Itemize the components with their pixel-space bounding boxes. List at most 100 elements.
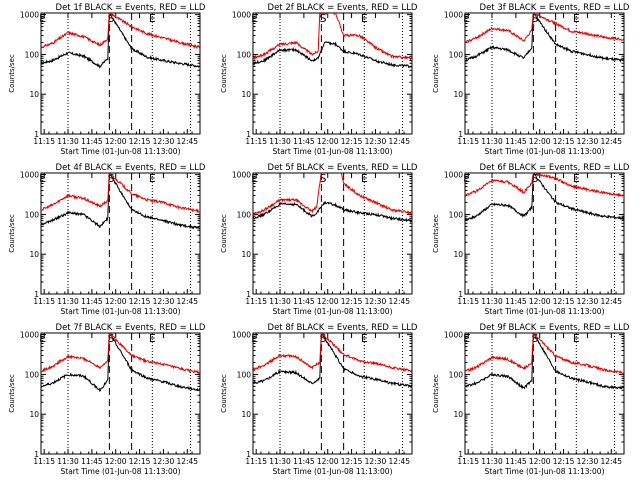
x-axis-label: Start Time (01-Jun-08 11:13:00) [485,307,605,316]
x-tick-label: 11:45 [81,297,103,306]
marker-label: S [107,172,114,185]
x-tick-label: 11:30 [269,137,291,146]
y-tick-label: 100 [449,370,464,379]
y-axis-label: Counts/sec [432,214,440,253]
events-series-line [41,173,200,230]
x-tick-label: 11:45 [293,457,315,466]
lld-series-line [41,333,200,375]
y-tick-label: 1 [34,130,39,139]
marker-label: S [107,332,114,345]
marker-label: S [531,332,538,345]
y-tick-label: 1 [246,130,251,139]
y-tick-label: 100 [25,50,40,59]
x-tick-label: 12:00 [529,457,551,466]
y-tick-label: 1000 [20,171,39,180]
x-tick-label: 12:45 [600,457,622,466]
x-tick-label: 12:45 [388,297,410,306]
x-tick-label: 11:45 [505,457,527,466]
x-tick-label: 12:00 [529,137,551,146]
x-tick-label: 12:15 [341,457,363,466]
x-tick-label: 11:15 [245,297,267,306]
x-axis-label: Start Time (01-Jun-08 11:13:00) [273,147,393,156]
lld-series-line [465,333,624,375]
lld-series-line [41,13,200,50]
x-tick-label: 12:00 [105,297,127,306]
y-tick-label: 10 [241,250,251,259]
y-tick-label: 1000 [20,11,39,20]
y-tick-label: 100 [237,50,252,59]
plot-frame [464,172,625,295]
panel-title: Det 8f BLACK = Events, RED = LLD [268,323,418,333]
panel-det-9: Det 9f BLACK = Events, RED = LLD 1 10 100 10… [432,323,630,476]
marker-label: E [361,332,368,345]
y-tick-label: 1 [458,130,463,139]
x-tick-label: 11:45 [505,137,527,146]
x-tick-label: 11:45 [293,297,315,306]
lld-series-line [253,333,412,373]
y-axis-label: Counts/sec [8,374,16,413]
x-tick-label: 12:00 [317,457,339,466]
x-tick-label: 11:30 [481,137,503,146]
y-axis-label: Counts/sec [220,214,228,253]
y-tick-label: 10 [241,90,251,99]
x-tick-label: 11:15 [457,297,479,306]
x-tick-label: 12:30 [153,457,175,466]
events-series-line [253,41,412,69]
marker-label: E [251,172,258,185]
x-tick-label: 11:15 [457,137,479,146]
marker-label: E [149,12,156,25]
x-tick-label: 12:45 [600,297,622,306]
y-tick-label: 100 [449,210,464,219]
x-tick-label: 12:00 [317,297,339,306]
y-axis-label: Counts/sec [432,374,440,413]
y-axis-label: Counts/sec [8,214,16,253]
x-tick-label: 12:30 [365,297,387,306]
lld-series-line [465,173,624,198]
marker-label: S [531,172,538,185]
x-tick-label: 12:30 [153,137,175,146]
y-tick-label: 10 [241,410,251,419]
y-tick-label: 1 [34,450,39,459]
y-tick-label: 1 [458,290,463,299]
y-tick-label: 10 [29,250,39,259]
y-tick-label: 100 [237,210,252,219]
y-tick-label: 100 [449,50,464,59]
marker-label: E [573,332,580,345]
plot-frame [464,12,625,135]
y-tick-label: 1000 [232,331,251,340]
x-axis-label: Start Time (01-Jun-08 11:13:00) [273,307,393,316]
events-series-line [465,13,624,63]
x-tick-label: 11:30 [57,137,79,146]
marker-label: E [463,12,470,25]
panel-det-7: Det 7f BLACK = Events, RED = LLD 1 10 100 10… [8,323,206,476]
y-tick-label: 1000 [20,331,39,340]
y-tick-label: 1000 [444,11,463,20]
y-tick-label: 10 [453,90,463,99]
x-tick-label: 12:30 [365,137,387,146]
marker-label: S [107,12,114,25]
marker-label: S [319,172,326,185]
x-tick-label: 12:00 [317,137,339,146]
y-tick-label: 1 [246,290,251,299]
lld-series-line [465,13,624,44]
y-axis-label: Counts/sec [8,54,16,93]
y-tick-label: 1 [246,450,251,459]
x-tick-label: 12:30 [577,457,599,466]
x-tick-label: 12:45 [388,137,410,146]
marker-label: S [531,12,538,25]
x-tick-label: 12:45 [600,137,622,146]
x-tick-label: 11:15 [457,457,479,466]
events-series-line [253,333,412,389]
marker-label: E [573,12,580,25]
x-tick-label: 12:30 [153,297,175,306]
panel-title: Det 4f BLACK = Events, RED = LLD [56,163,206,173]
y-tick-label: 1 [34,290,39,299]
panel-title: Det 7f BLACK = Events, RED = LLD [56,323,206,333]
panel-det-2: Det 2f BLACK = Events, RED = LLD 1 10 100 10… [220,3,418,156]
y-tick-label: 1000 [232,171,251,180]
panel-det-5: Det 5f BLACK = Events, RED = LLD 1 10 100 10… [220,163,418,316]
marker-label: E [361,12,368,25]
x-tick-label: 12:45 [176,137,198,146]
y-tick-label: 1000 [232,11,251,20]
